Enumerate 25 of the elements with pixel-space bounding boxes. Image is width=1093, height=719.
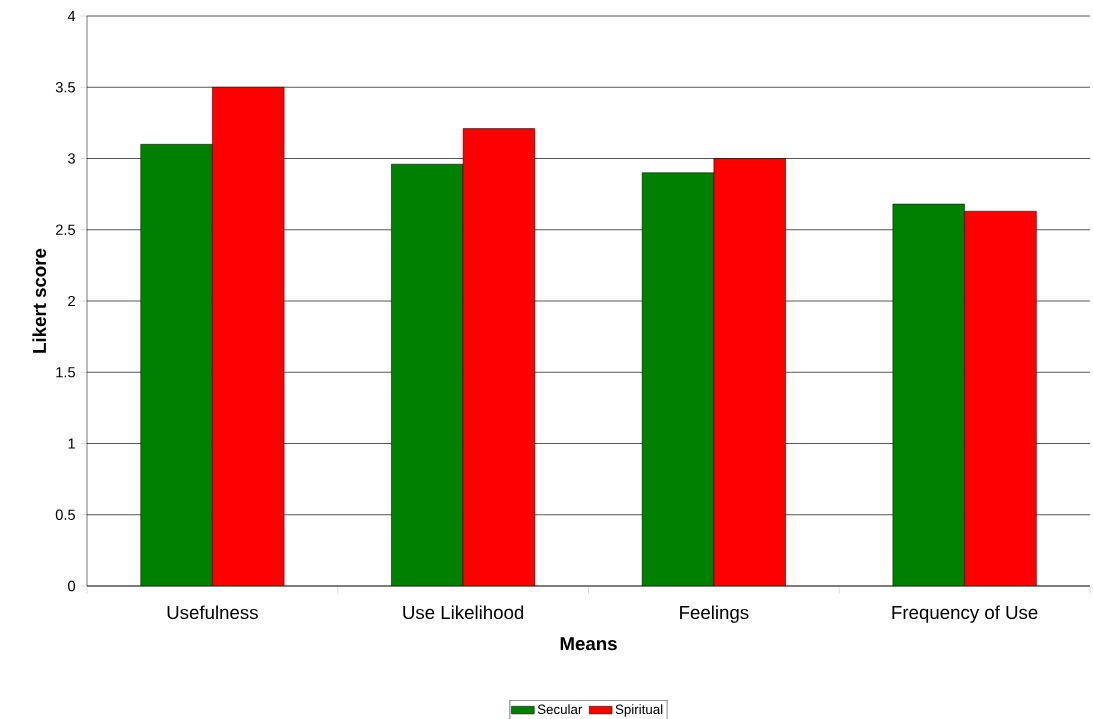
y-tick-label: 0.5 <box>55 509 75 520</box>
y-tick-label: 4 <box>67 10 76 22</box>
y-tick-label: 0 <box>68 580 76 592</box>
y-tick-label: 3 <box>68 153 75 164</box>
bar <box>140 143 213 586</box>
bar <box>964 210 1037 586</box>
y-tick-label: 2.5 <box>55 224 75 235</box>
x-tick-label: Use Likelihood <box>403 605 524 620</box>
y-tick-label: 1.5 <box>56 367 75 378</box>
x-tick-label: Feelings <box>680 605 749 623</box>
y-tick-label: 2 <box>68 295 75 307</box>
bar <box>462 128 536 586</box>
legend-label: Secular <box>537 704 583 715</box>
bar <box>641 172 715 586</box>
y-tick-label: 1 <box>68 438 75 449</box>
bar <box>713 158 786 586</box>
y-axis-title: Likert score <box>32 248 47 353</box>
y-tick-label: 3.5 <box>55 82 75 93</box>
bar <box>212 86 285 586</box>
bar <box>892 203 965 586</box>
x-axis-title: Means <box>560 637 617 651</box>
x-tick-label: Usefulness <box>167 605 258 620</box>
legend-label: Spiritual <box>615 704 663 717</box>
bar <box>391 163 464 586</box>
x-tick-label: Frequency of Use <box>892 605 1038 623</box>
